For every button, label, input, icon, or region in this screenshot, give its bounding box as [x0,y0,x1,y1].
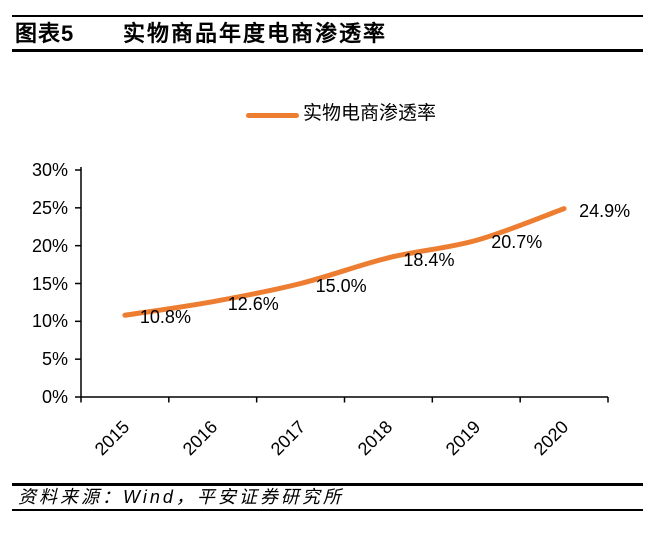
figure-label: 图表5 [15,21,75,46]
series-line [122,206,567,318]
figure-title: 实物商品年度电商渗透率 [123,21,388,46]
legend-line-swatch [246,113,299,118]
source-rule-bottom [12,509,643,511]
source-rule-top [12,483,643,486]
source-text: 资料来源：Wind，平安证券研究所 [18,487,344,507]
title-rule-top [12,15,643,17]
title-rule-bottom [12,48,643,52]
legend-series-label: 实物电商渗透率 [303,103,437,124]
